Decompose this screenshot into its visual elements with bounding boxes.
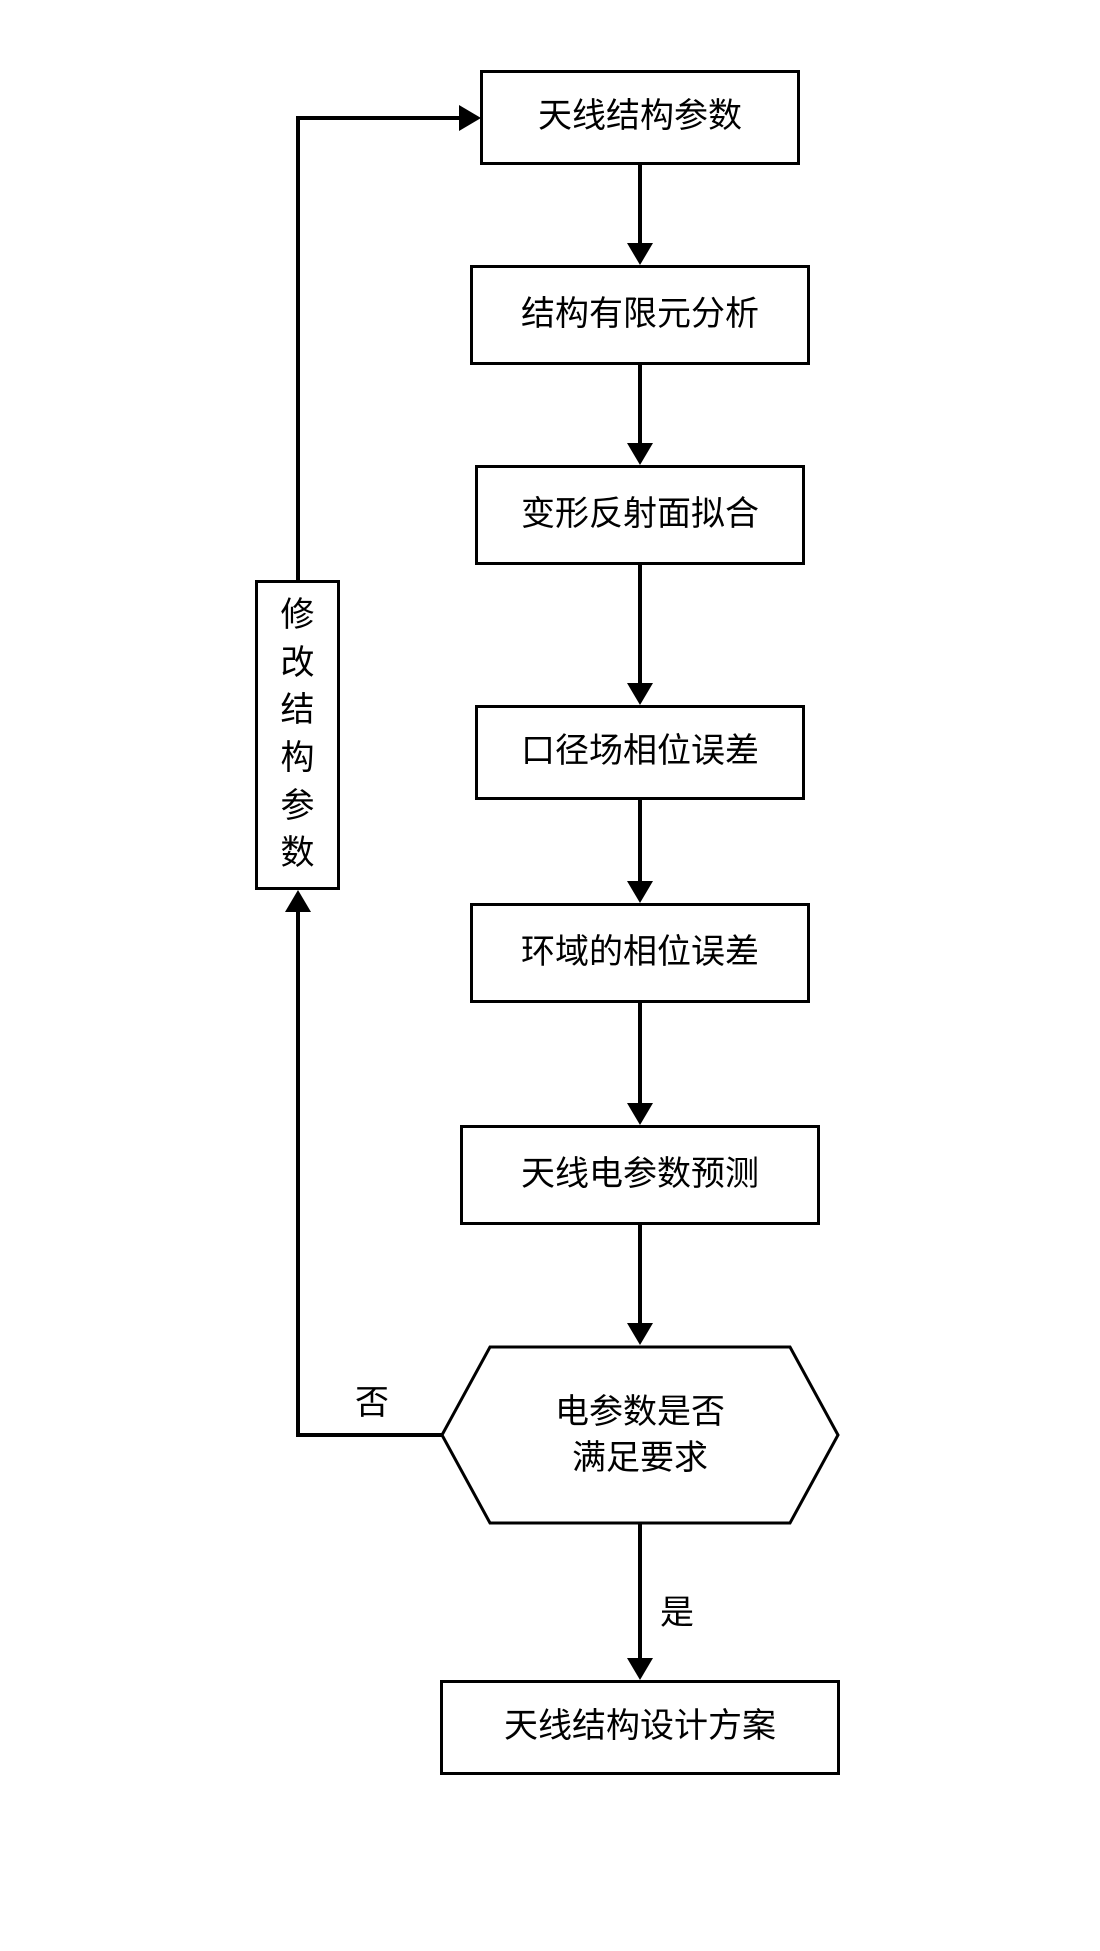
arrow-head-icon	[627, 443, 653, 465]
node-label: 环域的相位误差	[521, 931, 759, 975]
edge	[638, 365, 642, 445]
edge	[638, 165, 642, 245]
node-label: 天线结构参数	[538, 95, 742, 139]
decision-params-satisfy: 电参数是否 满足要求	[440, 1345, 840, 1525]
node-label: 变形反射面拟合	[521, 493, 759, 537]
node-deformed-reflector-fit: 变形反射面拟合	[475, 465, 805, 565]
edge-no-horizontal	[296, 1433, 442, 1437]
node-label: 修改结构参数	[281, 592, 315, 878]
edge-yes	[638, 1523, 642, 1660]
node-label: 天线电参数预测	[521, 1153, 759, 1197]
edge	[638, 1003, 642, 1105]
edge-no-vertical	[296, 910, 300, 1437]
flowchart-container: 天线结构参数 结构有限元分析 变形反射面拟合 口径场相位误差 环域的相位误差 天…	[200, 40, 900, 1910]
arrow-head-icon	[627, 1658, 653, 1680]
edge	[638, 565, 642, 685]
node-ring-domain-phase-error: 环域的相位误差	[470, 903, 810, 1003]
arrow-head-icon	[627, 1323, 653, 1345]
node-antenna-structure-params: 天线结构参数	[480, 70, 800, 165]
node-fem-analysis: 结构有限元分析	[470, 265, 810, 365]
arrow-head-icon	[627, 243, 653, 265]
decision-label: 电参数是否 满足要求	[440, 1390, 840, 1482]
arrow-head-icon	[285, 890, 311, 912]
edge-feedback-vertical	[296, 116, 300, 580]
edge	[638, 800, 642, 883]
node-label: 天线结构设计方案	[504, 1705, 776, 1749]
node-antenna-electrical-predict: 天线电参数预测	[460, 1125, 820, 1225]
edge-label-no: 否	[355, 1375, 389, 1424]
edge-label-yes: 是	[660, 1585, 694, 1634]
arrow-head-icon	[627, 1103, 653, 1125]
arrow-head-icon	[627, 881, 653, 903]
edge-feedback-horizontal	[296, 116, 461, 120]
node-label: 口径场相位误差	[521, 730, 759, 774]
node-antenna-design-scheme: 天线结构设计方案	[440, 1680, 840, 1775]
node-label: 结构有限元分析	[521, 293, 759, 337]
edge	[638, 1225, 642, 1325]
node-modify-structure-params: 修改结构参数	[255, 580, 340, 890]
arrow-head-icon	[627, 683, 653, 705]
node-aperture-phase-error: 口径场相位误差	[475, 705, 805, 800]
arrow-head-icon	[459, 105, 481, 131]
